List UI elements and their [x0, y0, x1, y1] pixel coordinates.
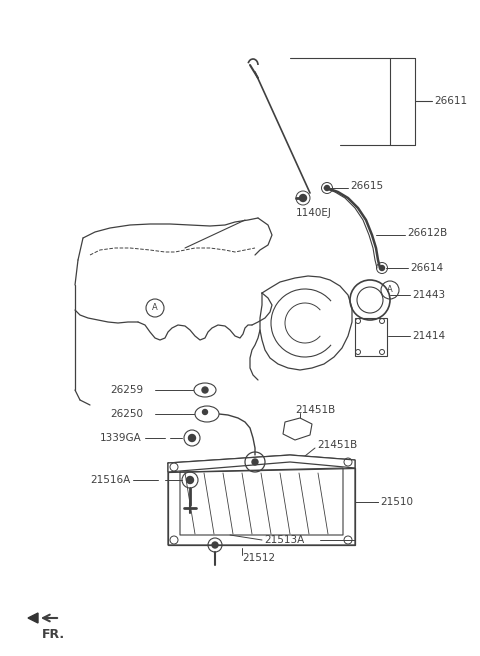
- Text: A: A: [152, 304, 158, 312]
- Text: 21451B: 21451B: [317, 440, 357, 450]
- Text: 26614: 26614: [410, 263, 443, 273]
- Text: 26615: 26615: [350, 181, 383, 191]
- Polygon shape: [28, 613, 38, 623]
- Text: 26259: 26259: [110, 385, 143, 395]
- Text: 21443: 21443: [412, 290, 445, 300]
- Circle shape: [252, 459, 258, 465]
- Text: 26612B: 26612B: [407, 228, 447, 238]
- Polygon shape: [283, 418, 312, 440]
- Circle shape: [203, 409, 207, 415]
- Text: 1140EJ: 1140EJ: [296, 208, 332, 218]
- Circle shape: [187, 476, 193, 483]
- Text: 1339GA: 1339GA: [100, 433, 142, 443]
- Circle shape: [380, 266, 384, 270]
- Circle shape: [202, 387, 208, 393]
- Polygon shape: [168, 455, 355, 472]
- Text: 21516A: 21516A: [90, 475, 130, 485]
- Text: 21513A: 21513A: [264, 535, 304, 545]
- Ellipse shape: [194, 383, 216, 397]
- FancyBboxPatch shape: [355, 318, 387, 356]
- Text: FR.: FR.: [42, 628, 65, 640]
- Polygon shape: [168, 468, 355, 545]
- Circle shape: [212, 542, 218, 548]
- Text: 26611: 26611: [434, 96, 467, 106]
- Ellipse shape: [195, 406, 219, 422]
- Text: A: A: [387, 285, 393, 295]
- Circle shape: [189, 434, 195, 441]
- Text: 21451B: 21451B: [295, 405, 335, 415]
- Text: 21512: 21512: [242, 553, 275, 563]
- Text: 26250: 26250: [110, 409, 143, 419]
- Circle shape: [300, 194, 307, 201]
- Text: 21414: 21414: [412, 331, 445, 341]
- Text: 21510: 21510: [380, 497, 413, 507]
- Circle shape: [324, 186, 329, 190]
